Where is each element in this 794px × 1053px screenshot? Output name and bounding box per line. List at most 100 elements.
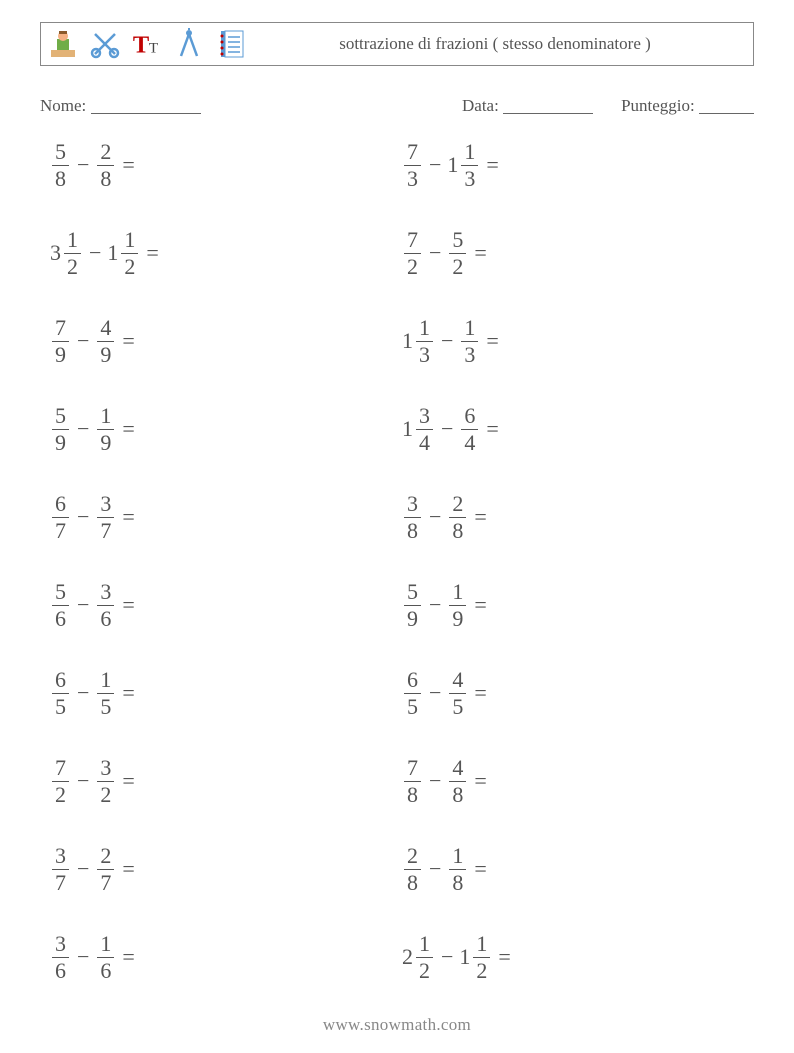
text-tool-icon: T T xyxy=(131,28,163,60)
date-blank[interactable] xyxy=(503,97,593,114)
numerator: 1 xyxy=(97,669,114,693)
numerator: 6 xyxy=(404,669,421,693)
minus-operator: − xyxy=(77,504,89,530)
equals-sign: = xyxy=(474,768,486,794)
numerator: 3 xyxy=(52,845,69,869)
score-field: Punteggio: xyxy=(621,94,754,116)
numerator: 5 xyxy=(404,581,421,605)
denominator: 6 xyxy=(97,958,114,982)
name-blank[interactable] xyxy=(91,97,201,114)
score-label: Punteggio: xyxy=(621,96,695,115)
minus-operator: − xyxy=(429,504,441,530)
denominator: 6 xyxy=(52,958,69,982)
problem: 58−28= xyxy=(50,140,402,190)
equals-sign: = xyxy=(122,944,134,970)
numerator: 2 xyxy=(97,141,114,165)
whole-part: 1 xyxy=(447,152,458,178)
fraction: 65 xyxy=(404,669,421,718)
fraction: 19 xyxy=(97,405,114,454)
numerator: 3 xyxy=(404,493,421,517)
problem: 73−113= xyxy=(402,140,754,190)
problem: 67−37= xyxy=(50,492,402,542)
minus-operator: − xyxy=(429,680,441,706)
problem: 78−48 = xyxy=(402,756,754,806)
numerator: 1 xyxy=(97,933,114,957)
denominator: 2 xyxy=(121,254,138,278)
minus-operator: − xyxy=(77,416,89,442)
footer-url: www.snowmath.com xyxy=(0,1015,794,1035)
name-field: Nome: xyxy=(40,94,462,116)
fraction: 36 xyxy=(52,933,69,982)
denominator: 2 xyxy=(449,254,466,278)
denominator: 5 xyxy=(52,694,69,718)
numerator: 2 xyxy=(449,493,466,517)
numerator: 3 xyxy=(97,581,114,605)
problem: 212−112= xyxy=(402,932,754,982)
worksheet-page: T T xyxy=(0,0,794,982)
numerator: 7 xyxy=(404,141,421,165)
equals-sign: = xyxy=(486,152,498,178)
numerator: 3 xyxy=(97,493,114,517)
fraction: 56 xyxy=(52,581,69,630)
header-icons: T T xyxy=(47,28,247,60)
numerator: 4 xyxy=(449,669,466,693)
svg-text:T: T xyxy=(149,40,158,56)
problem: 72−32= xyxy=(50,756,402,806)
denominator: 9 xyxy=(97,342,114,366)
minus-operator: − xyxy=(429,856,441,882)
problem: 38−28= xyxy=(402,492,754,542)
minus-operator: − xyxy=(441,416,453,442)
fraction: 27 xyxy=(97,845,114,894)
numerator: 1 xyxy=(449,581,466,605)
equals-sign: = xyxy=(122,416,134,442)
denominator: 3 xyxy=(404,166,421,190)
numerator: 5 xyxy=(52,141,69,165)
numerator: 6 xyxy=(52,669,69,693)
notebook-icon xyxy=(215,28,247,60)
whole-part: 3 xyxy=(50,240,61,266)
minus-operator: − xyxy=(441,944,453,970)
equals-sign: = xyxy=(486,416,498,442)
minus-operator: − xyxy=(77,152,89,178)
whole-part: 1 xyxy=(459,944,470,970)
fraction: 72 xyxy=(404,229,421,278)
fraction: 18 xyxy=(449,845,466,894)
problem: 72−52= xyxy=(402,228,754,278)
fraction: 78 xyxy=(404,757,421,806)
fraction: 58 xyxy=(52,141,69,190)
numerator: 5 xyxy=(449,229,466,253)
denominator: 4 xyxy=(416,430,433,454)
numerator: 5 xyxy=(52,405,69,429)
denominator: 2 xyxy=(404,254,421,278)
whole-part: 1 xyxy=(402,328,413,354)
equals-sign: = xyxy=(122,328,134,354)
denominator: 7 xyxy=(52,518,69,542)
fraction: 49 xyxy=(97,317,114,366)
equals-sign: = xyxy=(122,768,134,794)
denominator: 8 xyxy=(404,870,421,894)
fraction: 64 xyxy=(461,405,478,454)
minus-operator: − xyxy=(429,240,441,266)
equals-sign: = xyxy=(122,504,134,530)
fraction: 38 xyxy=(404,493,421,542)
fraction: 48 xyxy=(449,757,466,806)
fraction: 13 xyxy=(461,141,478,190)
fraction: 15 xyxy=(97,669,114,718)
score-blank[interactable] xyxy=(699,97,754,114)
numerator: 1 xyxy=(416,933,433,957)
problem: 36−16= xyxy=(50,932,402,982)
fraction: 59 xyxy=(52,405,69,454)
minus-operator: − xyxy=(77,680,89,706)
fraction: 13 xyxy=(416,317,433,366)
problem: 65−15= xyxy=(50,668,402,718)
numerator: 1 xyxy=(473,933,490,957)
numerator: 7 xyxy=(52,317,69,341)
fraction: 19 xyxy=(449,581,466,630)
numerator: 3 xyxy=(97,757,114,781)
problem: 37−27= xyxy=(50,844,402,894)
minus-operator: − xyxy=(429,768,441,794)
compass-icon xyxy=(173,28,205,60)
problem: 134−64= xyxy=(402,404,754,454)
denominator: 7 xyxy=(97,518,114,542)
denominator: 7 xyxy=(52,870,69,894)
